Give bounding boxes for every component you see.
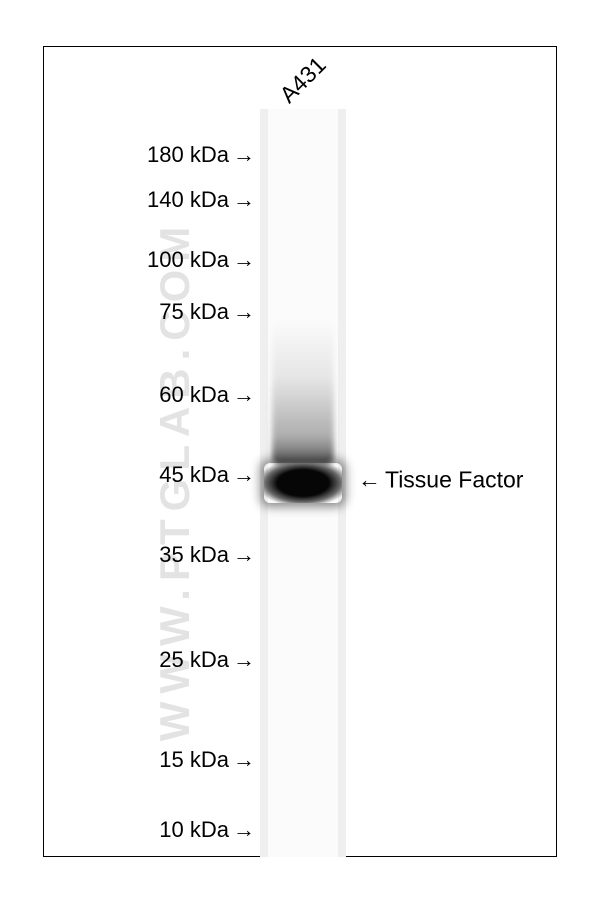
marker-text: 180 kDa — [147, 142, 229, 167]
marker-text: 75 kDa — [159, 299, 229, 324]
arrow-right-icon: → — [233, 817, 255, 843]
arrow-right-icon: → — [233, 299, 255, 325]
marker-text: 60 kDa — [159, 382, 229, 407]
marker-text: 45 kDa — [159, 462, 229, 487]
arrow-right-icon: → — [233, 382, 255, 408]
annotation-text: Tissue Factor — [385, 467, 523, 493]
marker-text: 100 kDa — [147, 247, 229, 272]
band-annotation: ←Tissue Factor — [358, 467, 523, 494]
marker-140: 140 kDa→ — [147, 187, 255, 213]
lane — [260, 109, 346, 857]
marker-75: 75 kDa→ — [159, 299, 255, 325]
marker-text: 15 kDa — [159, 747, 229, 772]
arrow-right-icon: → — [233, 142, 255, 168]
arrow-right-icon: → — [233, 747, 255, 773]
marker-10: 10 kDa→ — [159, 817, 255, 843]
arrow-right-icon: → — [233, 647, 255, 673]
stage: WWW.PTGLAB.COM A431 180 kDa→140 kDa→100 … — [0, 0, 600, 903]
marker-35: 35 kDa→ — [159, 542, 255, 568]
marker-100: 100 kDa→ — [147, 247, 255, 273]
tissue-factor-band — [264, 463, 342, 503]
marker-15: 15 kDa→ — [159, 747, 255, 773]
marker-180: 180 kDa→ — [147, 142, 255, 168]
arrow-right-icon: → — [233, 247, 255, 273]
arrow-right-icon: → — [233, 187, 255, 213]
band-smear — [272, 320, 334, 465]
arrow-left-icon: ← — [358, 467, 381, 493]
marker-25: 25 kDa→ — [159, 647, 255, 673]
marker-45: 45 kDa→ — [159, 462, 255, 488]
marker-text: 140 kDa — [147, 187, 229, 212]
marker-text: 25 kDa — [159, 647, 229, 672]
marker-text: 10 kDa — [159, 817, 229, 842]
arrow-right-icon: → — [233, 462, 255, 488]
marker-60: 60 kDa→ — [159, 382, 255, 408]
marker-text: 35 kDa — [159, 542, 229, 567]
arrow-right-icon: → — [233, 542, 255, 568]
